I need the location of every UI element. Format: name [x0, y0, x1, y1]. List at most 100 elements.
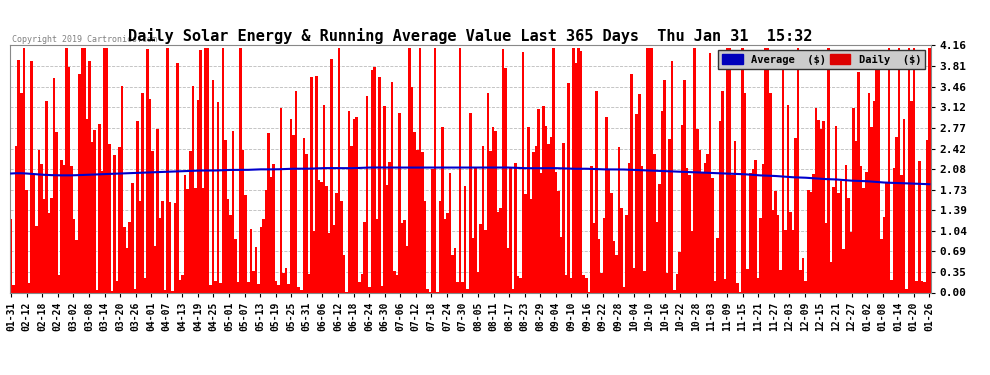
Bar: [315, 76, 318, 292]
Bar: [822, 121, 825, 292]
Bar: [55, 132, 57, 292]
Bar: [249, 230, 252, 292]
Bar: [129, 222, 131, 292]
Bar: [509, 167, 512, 292]
Bar: [52, 78, 55, 292]
Bar: [406, 246, 409, 292]
Bar: [668, 139, 671, 292]
Bar: [557, 191, 559, 292]
Bar: [681, 124, 683, 292]
Bar: [641, 166, 644, 292]
Bar: [227, 199, 230, 292]
Bar: [217, 102, 219, 292]
Bar: [171, 291, 174, 292]
Bar: [108, 144, 111, 292]
Bar: [676, 274, 678, 292]
Bar: [209, 285, 212, 292]
Bar: [41, 164, 43, 292]
Legend: Average  ($), Daily  ($): Average ($), Daily ($): [718, 50, 926, 69]
Bar: [25, 190, 28, 292]
Bar: [600, 273, 603, 292]
Bar: [393, 271, 396, 292]
Bar: [535, 146, 538, 292]
Bar: [343, 255, 346, 292]
Bar: [148, 99, 151, 292]
Bar: [401, 223, 403, 292]
Bar: [419, 48, 421, 292]
Bar: [603, 218, 605, 292]
Bar: [716, 238, 719, 292]
Bar: [313, 231, 315, 292]
Bar: [119, 147, 121, 292]
Bar: [50, 198, 52, 292]
Bar: [517, 276, 520, 292]
Bar: [777, 214, 779, 292]
Bar: [396, 275, 398, 292]
Bar: [833, 186, 835, 292]
Bar: [926, 140, 928, 292]
Bar: [693, 48, 696, 292]
Bar: [158, 217, 161, 292]
Bar: [807, 190, 810, 292]
Bar: [257, 284, 259, 292]
Bar: [73, 219, 75, 292]
Bar: [761, 164, 764, 292]
Bar: [411, 87, 414, 292]
Bar: [232, 131, 235, 292]
Bar: [686, 168, 688, 292]
Bar: [194, 188, 197, 292]
Bar: [890, 280, 893, 292]
Bar: [91, 142, 93, 292]
Bar: [474, 168, 476, 292]
Bar: [464, 186, 466, 292]
Bar: [711, 177, 714, 292]
Bar: [451, 255, 453, 292]
Bar: [46, 101, 48, 292]
Bar: [893, 168, 895, 292]
Bar: [370, 70, 373, 292]
Bar: [800, 270, 802, 292]
Bar: [512, 289, 515, 292]
Bar: [292, 135, 295, 292]
Bar: [10, 219, 13, 292]
Bar: [653, 154, 655, 292]
Bar: [756, 278, 759, 292]
Bar: [515, 163, 517, 292]
Bar: [83, 48, 85, 292]
Bar: [442, 127, 444, 292]
Bar: [124, 226, 126, 292]
Bar: [347, 111, 350, 292]
Bar: [88, 61, 91, 292]
Bar: [325, 186, 328, 292]
Bar: [318, 180, 320, 292]
Bar: [68, 68, 70, 292]
Bar: [63, 165, 65, 292]
Bar: [648, 48, 650, 292]
Bar: [549, 136, 552, 292]
Bar: [323, 105, 325, 292]
Bar: [658, 184, 660, 292]
Bar: [264, 190, 267, 292]
Bar: [562, 143, 565, 292]
Bar: [85, 118, 88, 292]
Bar: [504, 68, 507, 292]
Bar: [338, 48, 341, 292]
Bar: [432, 169, 434, 292]
Bar: [439, 201, 442, 292]
Bar: [696, 129, 699, 292]
Bar: [691, 231, 693, 292]
Bar: [214, 281, 217, 292]
Bar: [240, 48, 242, 292]
Bar: [810, 192, 812, 292]
Bar: [363, 222, 365, 292]
Bar: [847, 198, 849, 292]
Bar: [275, 281, 277, 292]
Bar: [350, 147, 353, 292]
Bar: [492, 127, 494, 292]
Bar: [222, 48, 225, 292]
Bar: [75, 240, 78, 292]
Bar: [391, 81, 393, 292]
Bar: [610, 193, 613, 292]
Bar: [101, 171, 103, 292]
Bar: [888, 48, 890, 292]
